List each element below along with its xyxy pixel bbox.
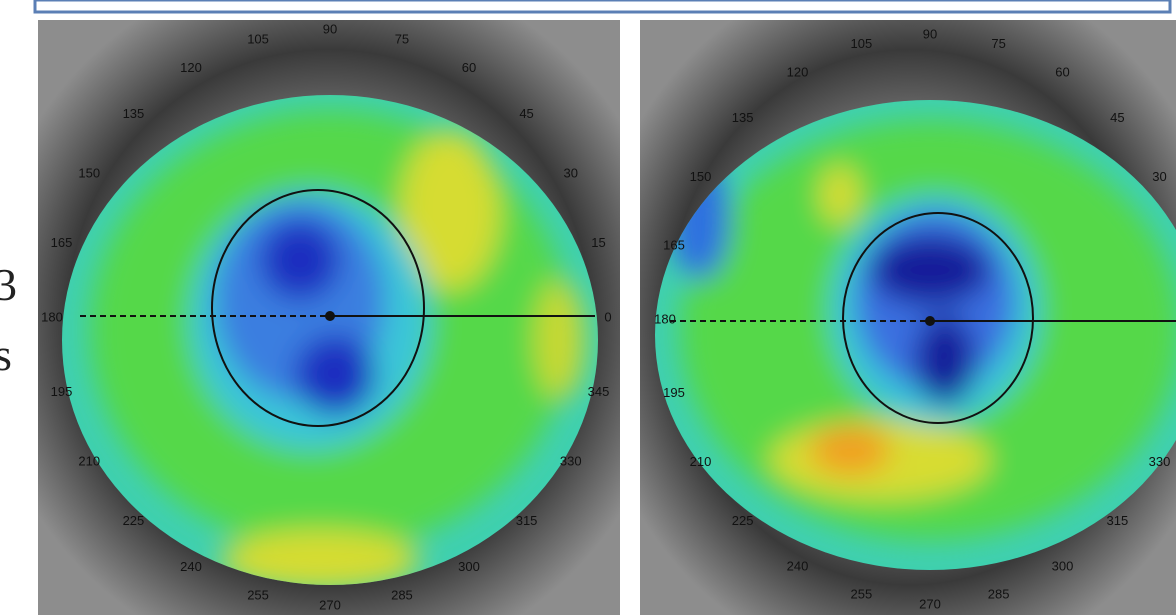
angle-label: 300: [458, 559, 480, 574]
angle-label: 240: [180, 559, 202, 574]
angle-label: 90: [923, 26, 937, 41]
angle-label: 330: [560, 453, 582, 468]
angle-label: 30: [1152, 169, 1166, 184]
angle-label: 315: [1107, 513, 1129, 528]
side-text: s: [0, 329, 12, 380]
page: {"side_text": ["3", "s"], "panels": [ {"…: [0, 0, 1176, 615]
angle-label: 285: [988, 587, 1010, 602]
angle-label: 270: [919, 596, 941, 611]
angle-label: 45: [519, 106, 533, 121]
figure: 3 s 0 15 30 45 60 75 90 105 120 135 150 165 180 195 21…: [0, 0, 1176, 615]
angle-label: 285: [391, 588, 413, 603]
angle-label: 30: [564, 165, 578, 180]
angle-label: 195: [663, 385, 685, 400]
angle-label: 225: [123, 513, 145, 528]
angle-label: 150: [78, 165, 100, 180]
angle-label: 180: [41, 309, 63, 324]
angle-label: 255: [851, 587, 873, 602]
angle-label: 0: [604, 309, 611, 324]
angle-label: 120: [180, 60, 202, 75]
angle-label: 240: [787, 558, 809, 573]
angle-label: 105: [851, 36, 873, 51]
angle-label: 15: [591, 235, 605, 250]
angle-label: 90: [323, 21, 337, 36]
angle-label: 105: [247, 31, 269, 46]
angle-label: 135: [123, 106, 145, 121]
angle-label: 150: [690, 169, 712, 184]
angle-label: 300: [1052, 558, 1074, 573]
angle-label: 60: [462, 60, 476, 75]
angle-label: 210: [78, 453, 100, 468]
angle-label: 270: [319, 597, 341, 612]
angle-label: 180: [654, 311, 676, 326]
angle-label: 75: [395, 31, 409, 46]
angle-label: 195: [51, 384, 73, 399]
angle-label: 165: [51, 235, 73, 250]
angle-label: 120: [787, 65, 809, 80]
panel-left: 0 15 30 45 60 75 90 105 120 135 150 165 180 195 210 225…: [38, 20, 620, 615]
angle-label: 255: [247, 588, 269, 603]
angle-label: 210: [690, 454, 712, 469]
angle-label: 225: [732, 513, 754, 528]
angle-label: 60: [1055, 65, 1069, 80]
top-bar: [35, 0, 1170, 12]
angle-label: 45: [1110, 110, 1124, 125]
angle-label: 165: [663, 238, 685, 253]
angle-label: 345: [588, 384, 610, 399]
panel-right: 30 45 60 75 90 105 120 135 150 165 180 195 210 225 240…: [640, 20, 1176, 615]
angle-label: 315: [516, 513, 538, 528]
angle-label: 75: [991, 36, 1005, 51]
angle-label: 135: [732, 110, 754, 125]
angle-label: 330: [1149, 454, 1171, 469]
side-text: 3: [0, 259, 17, 310]
